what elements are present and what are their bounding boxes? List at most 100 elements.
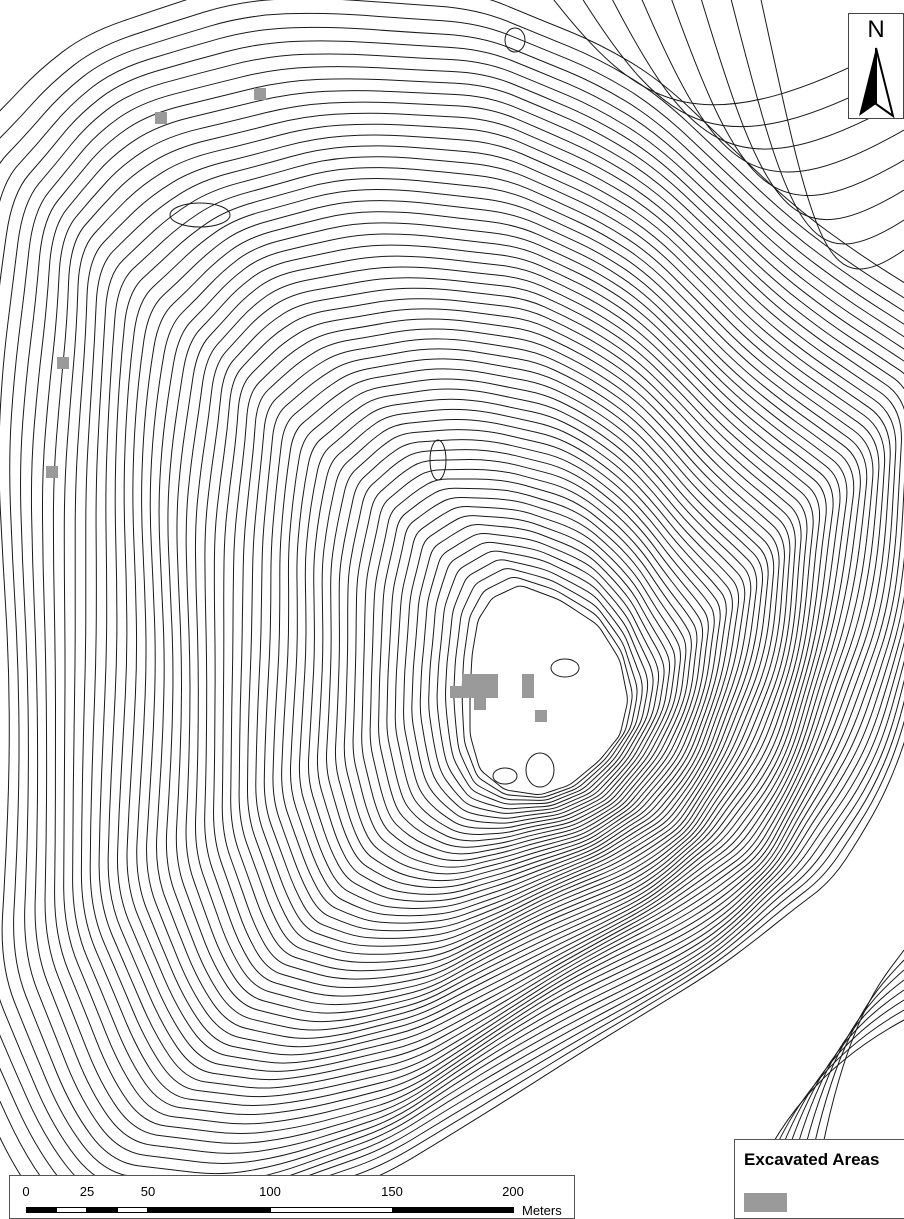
contour-knoll	[169, 202, 231, 228]
contour-line	[165, 244, 827, 1031]
contour-line	[316, 418, 727, 895]
contour-line	[230, 318, 785, 972]
contour-line	[221, 308, 791, 980]
scale-tick-label: 150	[381, 1184, 403, 1199]
contour-line	[0, 12, 904, 1216]
excavated-area-squares	[46, 88, 547, 722]
excavated-area	[474, 698, 486, 710]
contour-line	[238, 328, 780, 963]
scale-tick-label: 0	[22, 1184, 30, 1199]
scale-units-label: Meters	[522, 1203, 562, 1218]
contour-line	[72, 134, 891, 1116]
scale-segment	[270, 1207, 393, 1213]
contour-line	[411, 524, 665, 824]
contour-line	[255, 348, 769, 947]
contour-line	[378, 487, 687, 848]
contour-line	[428, 541, 654, 814]
contour-knoll	[504, 27, 526, 53]
contour-line	[107, 178, 868, 1081]
contour-line	[403, 515, 671, 829]
contour-line	[612, 0, 904, 150]
contour-line	[641, 0, 904, 173]
contour-line	[436, 550, 649, 810]
excavated-area	[474, 686, 486, 698]
contour-line	[41, 101, 904, 1144]
contour-line	[185, 266, 814, 1014]
contour-line	[760, 0, 904, 270]
contour-line	[307, 408, 733, 902]
excavated-area	[486, 686, 498, 698]
contour-line	[0, 26, 904, 1205]
scale-segment	[56, 1207, 87, 1213]
scale-tick-label: 100	[259, 1184, 281, 1199]
contour-line	[553, 0, 904, 106]
contour-line	[9, 66, 904, 1175]
scale-segment	[87, 1207, 118, 1213]
contour-line	[204, 287, 802, 997]
excavated-area	[486, 674, 498, 686]
contour-line	[213, 298, 796, 989]
contour-line	[263, 358, 764, 939]
contour-line	[175, 255, 821, 1023]
contour-line	[453, 568, 638, 801]
scale-segment	[148, 1207, 271, 1213]
scale-tick-label: 200	[502, 1184, 524, 1199]
contour-line	[98, 167, 874, 1089]
contour-line	[369, 478, 692, 855]
contour-line	[20, 78, 904, 1164]
contour-line	[194, 277, 808, 1006]
contour-line	[116, 189, 861, 1072]
contour-line	[80, 145, 886, 1106]
north-label: N	[867, 16, 885, 43]
scale-segment	[392, 1207, 514, 1213]
contour-line	[52, 112, 902, 1135]
excavated-area	[462, 674, 474, 686]
contour-knoll	[429, 439, 447, 481]
contour-line	[298, 398, 740, 910]
contour-line	[281, 378, 752, 924]
contour-knoll	[525, 752, 555, 788]
contour-line	[326, 429, 721, 888]
excavated-area	[57, 357, 69, 369]
legend-swatch-excavated	[744, 1193, 787, 1212]
contour-line	[671, 0, 904, 197]
excavated-area	[474, 674, 486, 686]
contour-line	[89, 156, 880, 1098]
excavated-area	[522, 674, 534, 686]
contour-line	[343, 449, 709, 875]
legend: Excavated Areas	[734, 1139, 904, 1219]
contour-line	[30, 90, 904, 1154]
contour-line	[394, 506, 676, 835]
north-arrow-icon	[859, 47, 895, 118]
contour-line	[445, 559, 643, 805]
contour-line	[352, 459, 704, 868]
scale-tick-label: 50	[140, 1184, 156, 1199]
excavated-area	[522, 686, 534, 698]
contour-line	[289, 388, 746, 917]
north-arrow: N	[848, 13, 904, 119]
outer-contour-lines	[553, 0, 904, 1219]
contour-line	[246, 338, 775, 955]
excavated-area	[535, 710, 547, 722]
excavated-area	[462, 686, 474, 698]
excavated-area	[155, 112, 167, 124]
scale-tick-label: 25	[79, 1184, 95, 1199]
contour-knoll	[492, 767, 518, 785]
contour-line	[701, 0, 904, 221]
contour-line	[386, 496, 681, 842]
legend-title: Excavated Areas	[744, 1150, 880, 1169]
excavated-area	[46, 466, 58, 478]
contour-line	[730, 0, 904, 245]
excavated-area	[254, 88, 266, 100]
excavated-area	[450, 686, 462, 698]
scale-segment	[26, 1207, 57, 1213]
contour-line	[136, 211, 848, 1056]
contour-line	[0, 40, 904, 1195]
contour-knoll	[550, 658, 580, 678]
contour-line	[156, 233, 834, 1039]
scale-bar: 0 25 50 100 150 200 Meters	[9, 1175, 575, 1219]
